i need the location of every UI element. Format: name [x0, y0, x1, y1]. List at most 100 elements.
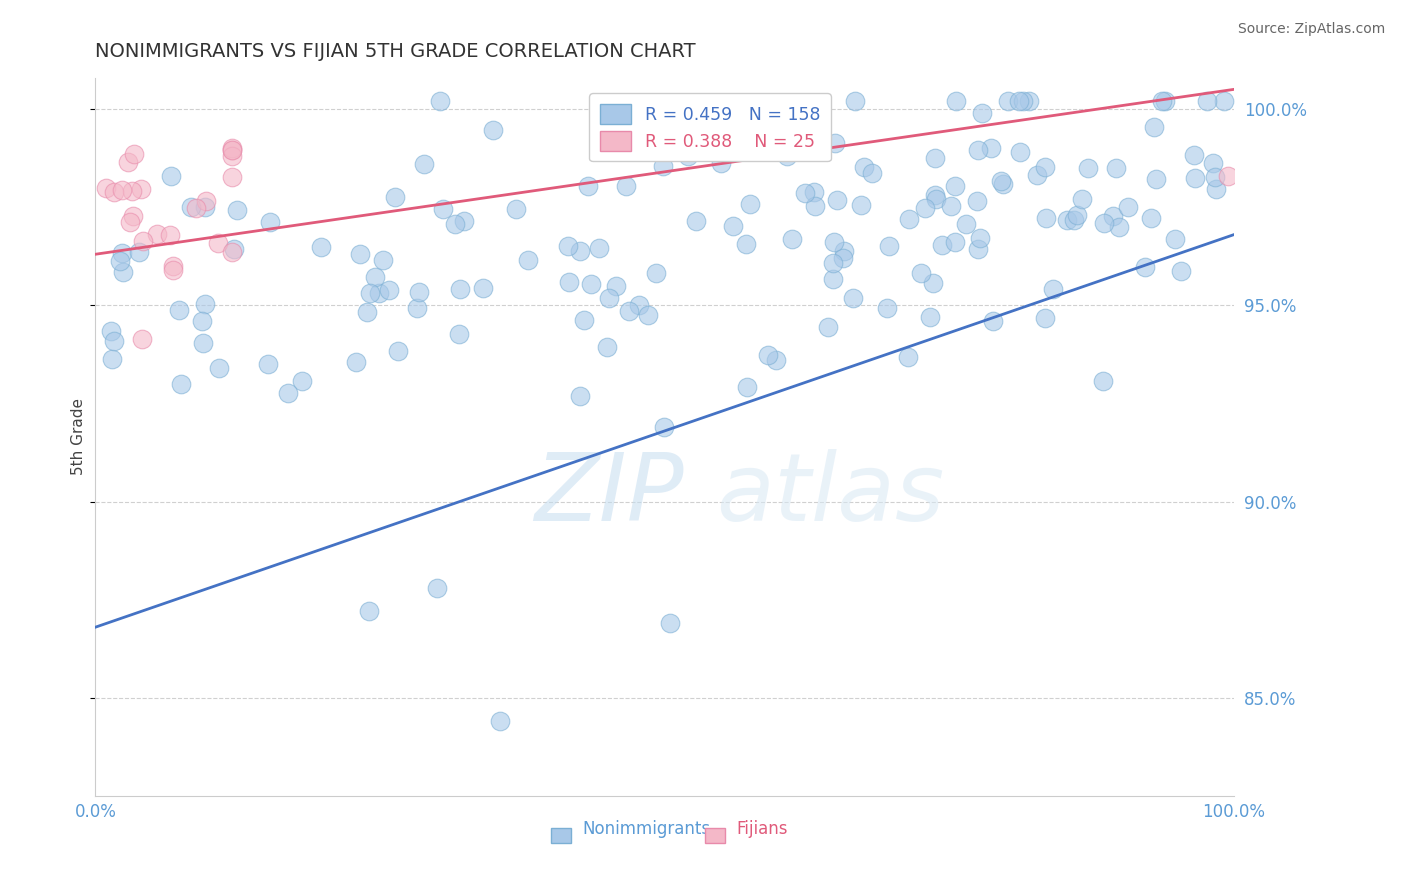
Point: [224, 243, 246, 257]
Point: [363, 269, 385, 284]
Point: [645, 266, 668, 280]
Point: [596, 340, 619, 354]
Point: [955, 217, 977, 231]
Point: [117, 154, 139, 169]
Point: [825, 193, 848, 207]
Point: [349, 247, 371, 261]
Point: [488, 714, 510, 729]
Point: [384, 189, 406, 203]
Point: [1116, 200, 1139, 214]
Point: [943, 235, 966, 249]
Point: [579, 277, 602, 291]
Point: [1133, 260, 1156, 274]
Point: [1218, 169, 1240, 183]
Point: [910, 266, 932, 280]
Point: [967, 143, 990, 157]
Point: [1018, 94, 1040, 108]
Point: [651, 159, 673, 173]
Point: [851, 197, 873, 211]
Point: [1056, 212, 1078, 227]
Point: [1066, 208, 1088, 222]
Point: [967, 242, 990, 256]
Point: [453, 213, 475, 227]
Point: [598, 291, 620, 305]
Point: [605, 279, 627, 293]
Point: [852, 160, 875, 174]
Point: [408, 285, 430, 299]
Point: [920, 310, 942, 325]
Point: [678, 149, 700, 163]
Point: [569, 389, 592, 403]
Point: [1035, 160, 1057, 174]
Point: [925, 192, 948, 206]
Point: [221, 144, 243, 158]
Point: [735, 237, 758, 252]
Point: [129, 182, 152, 196]
Point: [444, 217, 467, 231]
Point: [652, 420, 675, 434]
Point: [914, 201, 936, 215]
Point: [721, 219, 744, 233]
Point: [1011, 94, 1033, 108]
Point: [897, 350, 920, 364]
Point: [1213, 94, 1236, 108]
Point: [842, 291, 865, 305]
Point: [167, 302, 190, 317]
Point: [111, 246, 134, 260]
Point: [980, 141, 1002, 155]
Point: [614, 178, 637, 193]
Point: [208, 360, 231, 375]
Point: [1076, 161, 1098, 176]
Text: Source: ZipAtlas.com: Source: ZipAtlas.com: [1237, 22, 1385, 37]
Point: [103, 185, 125, 199]
Point: [426, 581, 449, 595]
Point: [1144, 172, 1167, 186]
Point: [1101, 210, 1123, 224]
Point: [832, 251, 855, 265]
Point: [191, 336, 214, 351]
Point: [931, 238, 953, 252]
Point: [121, 184, 143, 198]
Point: [207, 236, 229, 251]
Point: [991, 177, 1014, 191]
Point: [131, 332, 153, 346]
Point: [877, 238, 900, 252]
Point: [162, 259, 184, 273]
Point: [821, 256, 844, 270]
Point: [221, 141, 243, 155]
Point: [160, 169, 183, 183]
Point: [735, 380, 758, 394]
Point: [780, 232, 803, 246]
Point: [1153, 94, 1175, 108]
Point: [1035, 211, 1057, 226]
Point: [572, 312, 595, 326]
Point: [449, 327, 471, 342]
Y-axis label: 5th Grade: 5th Grade: [72, 399, 86, 475]
Point: [112, 265, 135, 279]
Point: [821, 271, 844, 285]
Point: [817, 320, 839, 334]
Point: [627, 297, 650, 311]
Text: Fijians: Fijians: [735, 820, 787, 838]
Point: [924, 188, 946, 202]
Text: NONIMMIGRANTS VS FIJIAN 5TH GRADE CORRELATION CHART: NONIMMIGRANTS VS FIJIAN 5TH GRADE CORREL…: [96, 42, 696, 61]
Point: [100, 324, 122, 338]
Point: [100, 351, 122, 366]
Legend: R = 0.459   N = 158, R = 0.388    N = 25: R = 0.459 N = 158, R = 0.388 N = 25: [589, 94, 831, 161]
Point: [259, 215, 281, 229]
Point: [1205, 182, 1227, 196]
Point: [118, 215, 141, 229]
Point: [373, 253, 395, 268]
Point: [1163, 232, 1185, 246]
Point: [945, 94, 967, 108]
Point: [1092, 374, 1115, 388]
Point: [110, 183, 132, 197]
Point: [368, 285, 391, 300]
Point: [357, 605, 380, 619]
Point: [1195, 94, 1218, 108]
Point: [1182, 148, 1205, 162]
Point: [429, 94, 451, 108]
Point: [180, 200, 202, 214]
Point: [876, 301, 898, 315]
Point: [94, 180, 117, 194]
